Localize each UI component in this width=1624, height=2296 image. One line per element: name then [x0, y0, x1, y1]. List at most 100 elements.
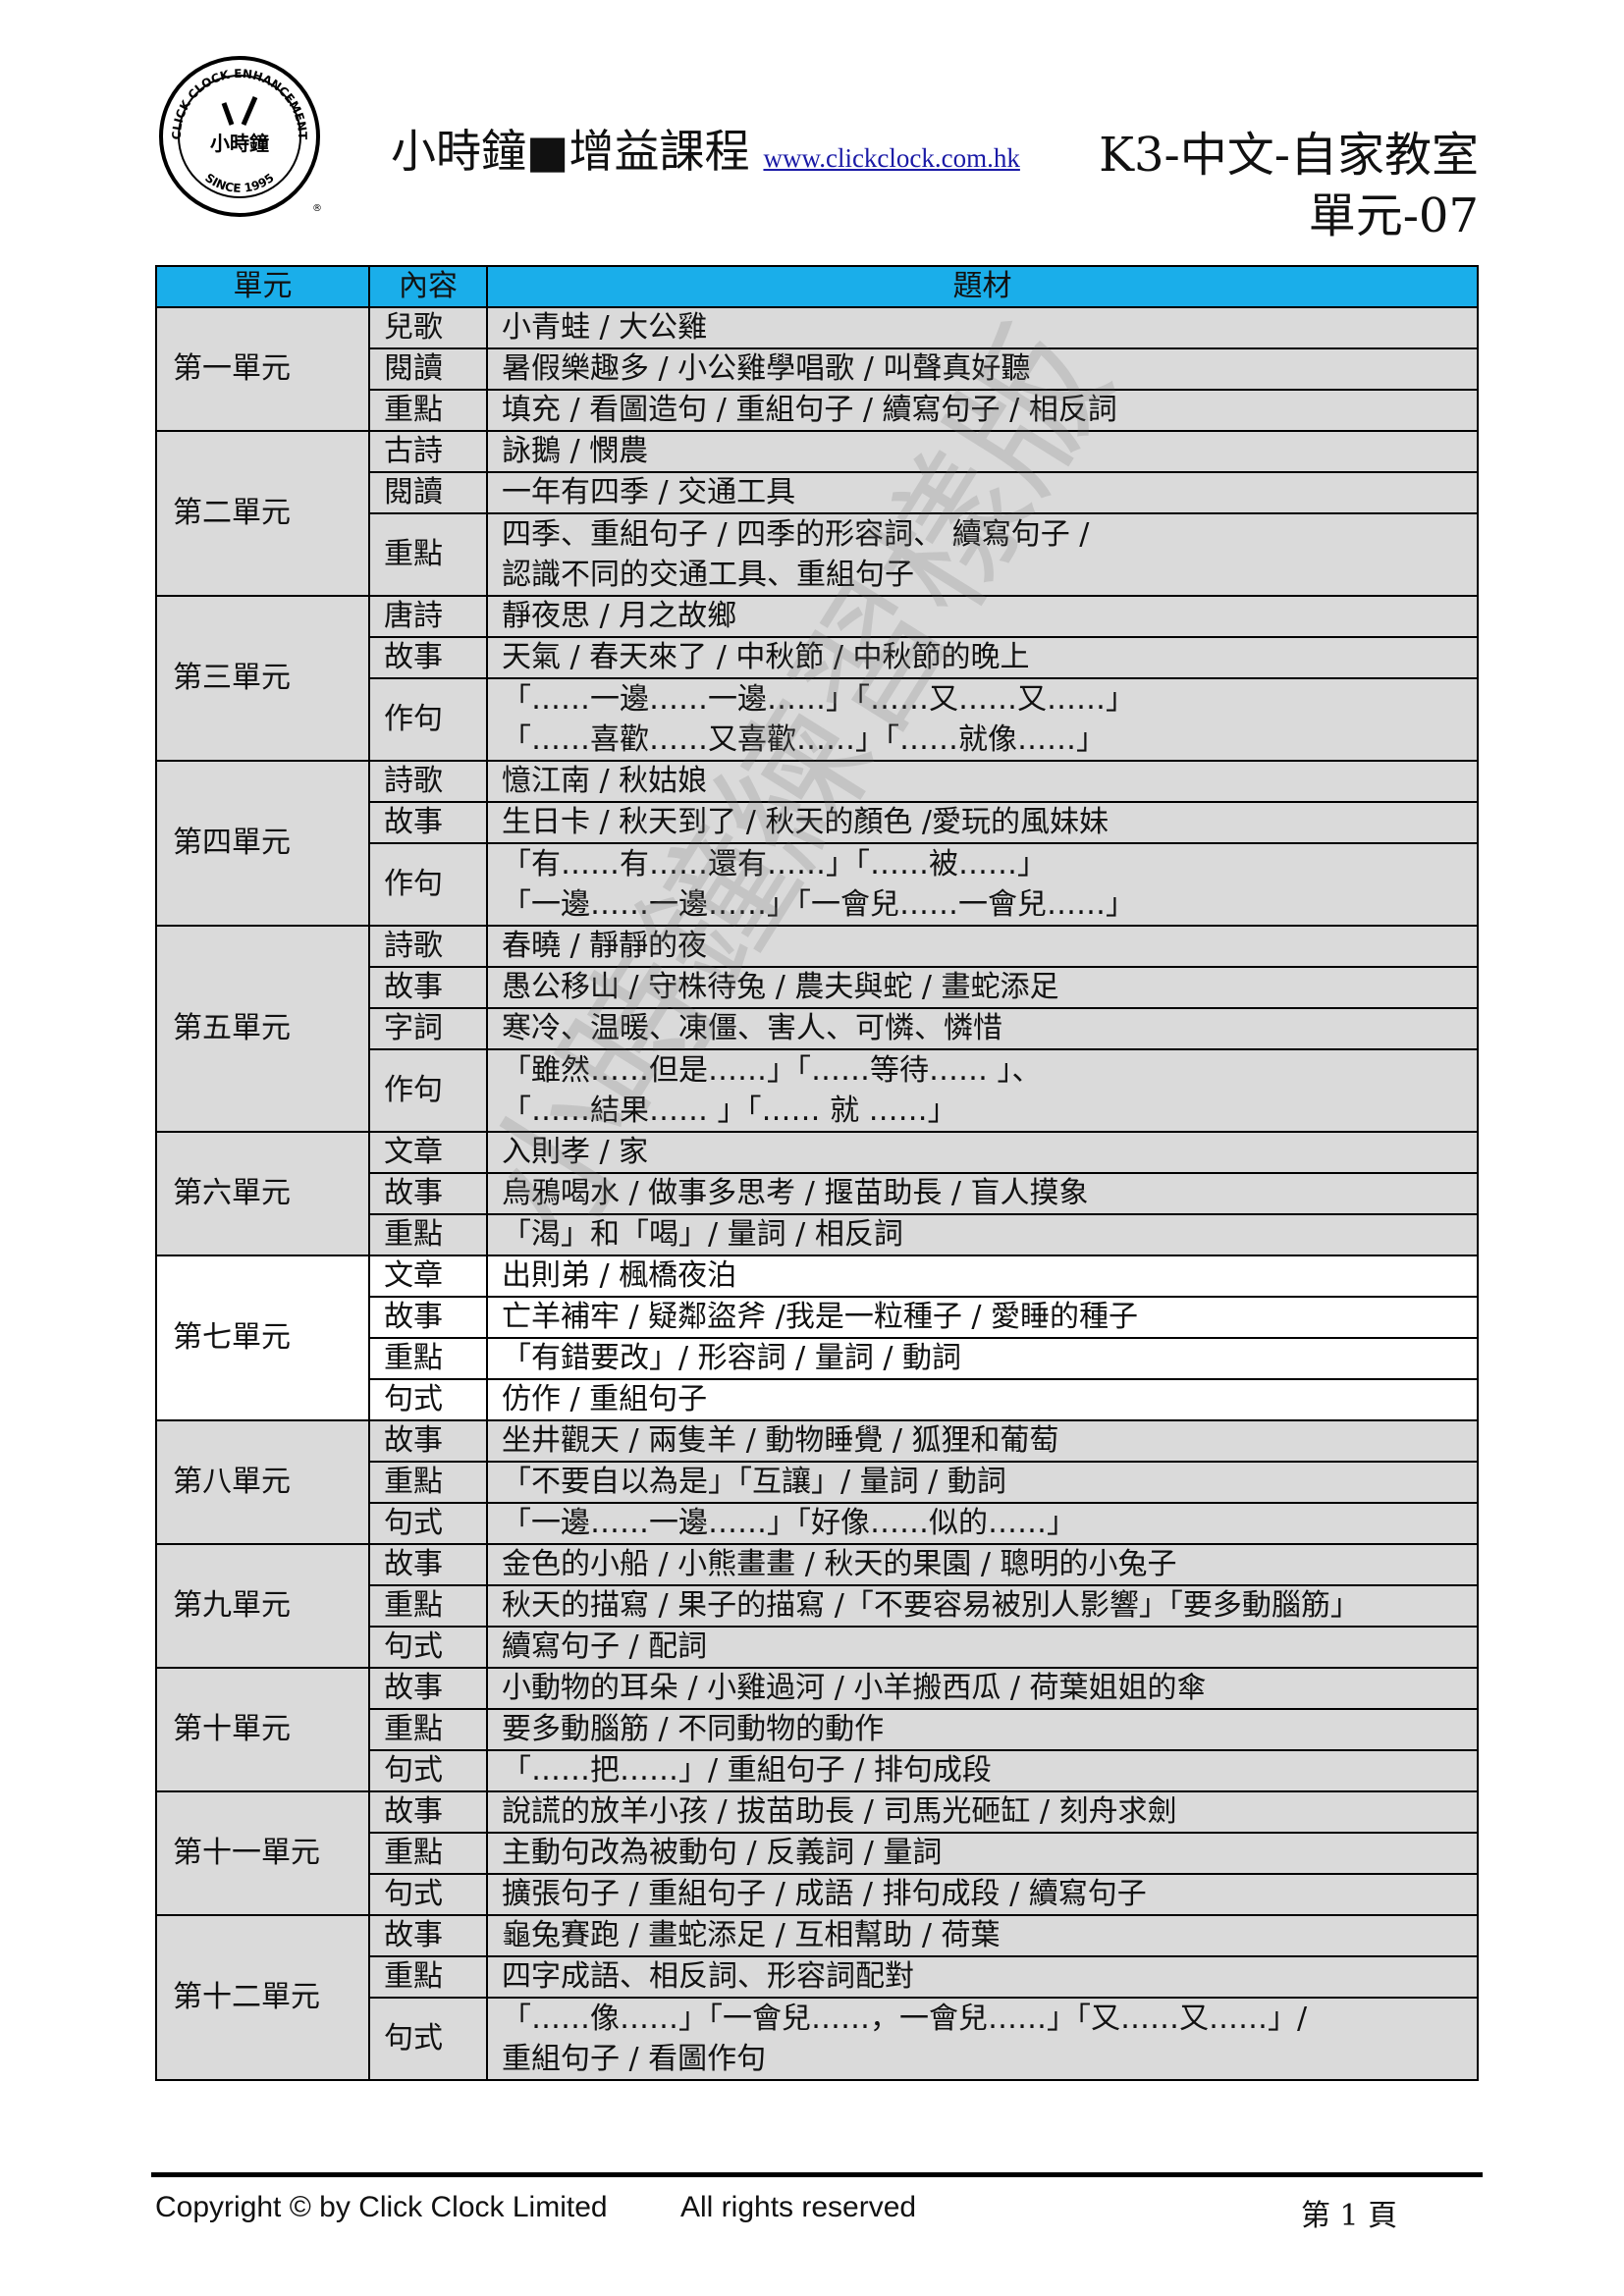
table-row: 第一單元 兒歌 小青蛙 / 大公雞 [155, 306, 1479, 432]
course-name: K3-中文-自家教室 [1099, 128, 1479, 183]
topic: 金色的小船 / 小熊畫畫 / 秋天的果園 / 聰明的小兔子 [486, 1543, 1479, 1586]
table-row: 故事 烏鴉喝水 / 做事多思考 / 揠苗助長 / 盲人摸象 [156, 1172, 1479, 1215]
content-type: 文章 [368, 1131, 488, 1174]
table-row: 第十單元 故事 小動物的耳朵 / 小雞過河 / 小羊搬西瓜 / 荷葉姐姐的傘 [155, 1667, 1479, 1792]
table-row: 第九單元 故事 金色的小船 / 小熊畫畫 / 秋天的果園 / 聰明的小兔子 [155, 1543, 1479, 1669]
content-type: 文章 [368, 1255, 488, 1298]
content-type: 句式 [368, 1378, 488, 1421]
topic: 愚公移山 / 守株待兔 / 農夫與蛇 / 畫蛇添足 [486, 966, 1479, 1009]
content-type: 故事 [368, 801, 488, 844]
table-row: 作句 「有……有……還有……」「……被……」 「一邊……一邊……」「一會兒……一會… [156, 842, 1479, 927]
topic: 仿作 / 重組句子 [486, 1378, 1479, 1421]
table-row: 句式 「……像……」「一會兒……，一會兒……」「又……又……」/ 重組句子 / 看… [156, 1997, 1479, 2081]
table-row: 句式 續寫句子 / 配詞 [156, 1626, 1479, 1669]
topic: 靜夜思 / 月之故鄉 [486, 595, 1479, 638]
topic: 秋天的描寫 / 果子的描寫 /「不要容易被別人影響」「要多動腦筋」 [486, 1584, 1479, 1628]
unit-name: 第四單元 [155, 760, 370, 927]
table-row: 句式 仿作 / 重組句子 [156, 1378, 1479, 1421]
unit-name: 第十單元 [155, 1667, 370, 1792]
website-link[interactable]: www.clickclock.com.hk [763, 143, 1020, 173]
table-row: 第十二單元 故事 龜兔賽跑 / 畫蛇添足 / 互相幫助 / 荷葉 [155, 1914, 1479, 2081]
content-type: 字詞 [368, 1007, 488, 1050]
table-row: 作句 「……一邊……一邊……」「……又……又……」 「……喜歡……又喜歡……」「…… [156, 677, 1479, 762]
table-row: 第四單元 詩歌 憶江南 / 秋姑娘 [155, 760, 1479, 927]
unit-name: 第七單元 [155, 1255, 370, 1421]
topic: 春曉 / 靜靜的夜 [486, 925, 1479, 968]
content-type: 句式 [368, 1626, 488, 1669]
topic: 坐井觀天 / 兩隻羊 / 動物睡覺 / 狐狸和葡萄 [486, 1419, 1479, 1463]
content-type: 詩歌 [368, 760, 488, 803]
topic: 「……一邊……一邊……」「……又……又……」 「……喜歡……又喜歡……」「……就… [486, 677, 1479, 762]
unit-name: 第一單元 [155, 306, 370, 432]
table-row: 重點 四季、重組句子 / 四季的形容詞、 續寫句子 / 認識不同的交通工具、重組句… [156, 512, 1479, 597]
content-type: 故事 [368, 636, 488, 679]
unit-name: 第六單元 [155, 1131, 370, 1256]
content-type: 唐詩 [368, 595, 488, 638]
content-type: 閱讀 [368, 471, 488, 514]
content-type: 句式 [368, 1997, 488, 2081]
table-row: 故事 天氣 / 春天來了 / 中秋節 / 中秋節的晚上 [156, 636, 1479, 679]
content-type: 作句 [368, 677, 488, 762]
table-row: 第五單元 詩歌 春曉 / 靜靜的夜 [155, 925, 1479, 1133]
content-type: 作句 [368, 1048, 488, 1133]
table-row: 重點 四字成語、相反詞、形容詞配對 [156, 1955, 1479, 1999]
table-row: 故事 生日卡 / 秋天到了 / 秋天的顏色 /愛玩的風妹妹 [156, 801, 1479, 844]
curriculum-table: 單元 內容 題材 第一單元 兒歌 小青蛙 / 大公雞 閱讀 暑假樂趣多 / 小公雞學唱歌… [155, 265, 1479, 2081]
content-type: 重點 [368, 389, 488, 432]
column-header-content: 內容 [368, 265, 488, 308]
topic: 「一邊……一邊……」「好像……似的……」 [486, 1502, 1479, 1545]
table-row: 第二單元 古詩 詠鵝 / 憫農 [155, 430, 1479, 597]
unit-name: 第十二單元 [155, 1914, 370, 2081]
table-row: 第八單元 故事 坐井觀天 / 兩隻羊 / 動物睡覺 / 狐狸和葡萄 [155, 1419, 1479, 1545]
topic: 說謊的放羊小孩 / 拔苗助長 / 司馬光砸缸 / 刻舟求劍 [486, 1790, 1479, 1834]
table-row: 第七單元 文章 出則弟 / 楓橋夜泊 [155, 1255, 1479, 1421]
topic: 「雖然……但是……」「……等待…… 」、 「……結果…… 」「…… 就 ……」 [486, 1048, 1479, 1133]
topic: 小動物的耳朵 / 小雞過河 / 小羊搬西瓜 / 荷葉姐姐的傘 [486, 1667, 1479, 1710]
column-header-unit: 單元 [155, 265, 370, 308]
table-row: 句式 「……把……」/ 重組句子 / 排句成段 [156, 1749, 1479, 1792]
svg-text:®: ® [312, 203, 322, 214]
topic: 四季、重組句子 / 四季的形容詞、 續寫句子 / 認識不同的交通工具、重組句子 [486, 512, 1479, 597]
content-type: 故事 [368, 1419, 488, 1463]
topic: 「不要自以為是」「互讓」/ 量詞 / 動詞 [486, 1461, 1479, 1504]
table-header-row: 單元 內容 題材 [155, 265, 1479, 308]
content-type: 重點 [368, 1213, 488, 1256]
topic: 憶江南 / 秋姑娘 [486, 760, 1479, 803]
content-type: 故事 [368, 1914, 488, 1957]
table-row: 重點 「有錯要改」/ 形容詞 / 量詞 / 動詞 [156, 1337, 1479, 1380]
content-type: 作句 [368, 842, 488, 927]
table-row: 故事 愚公移山 / 守株待兔 / 農夫與蛇 / 畫蛇添足 [156, 966, 1479, 1009]
topic: 續寫句子 / 配詞 [486, 1626, 1479, 1669]
topic: 要多動腦筋 / 不同動物的動作 [486, 1708, 1479, 1751]
topic: 小青蛙 / 大公雞 [486, 306, 1479, 349]
content-type: 重點 [368, 1584, 488, 1628]
content-type: 故事 [368, 966, 488, 1009]
logo: CLICK CLOCK ENHANCEMENT SINCE 1995 小時鐘 ® [157, 54, 330, 227]
topic: 龜兔賽跑 / 畫蛇添足 / 互相幫助 / 荷葉 [486, 1914, 1479, 1957]
logo-center-text: 小時鐘 [210, 132, 269, 155]
topic: 詠鵝 / 憫農 [486, 430, 1479, 473]
content-type: 重點 [368, 1337, 488, 1380]
content-type: 故事 [368, 1543, 488, 1586]
topic: 「有錯要改」/ 形容詞 / 量詞 / 動詞 [486, 1337, 1479, 1380]
page-title: 小時鐘■增益課程 www.clickclock.com.hk [391, 116, 1020, 181]
footer-divider [151, 2172, 1483, 2177]
table-row: 閱讀 暑假樂趣多 / 小公雞學唱歌 / 叫聲真好聽 [156, 347, 1479, 391]
content-type: 故事 [368, 1296, 488, 1339]
topic: 「……像……」「一會兒……，一會兒……」「又……又……」/ 重組句子 / 看圖作… [486, 1997, 1479, 2081]
content-type: 故事 [368, 1790, 488, 1834]
unit-name: 第三單元 [155, 595, 370, 762]
column-header-topic: 題材 [486, 265, 1479, 308]
table-row: 重點 填充 / 看圖造句 / 重組句子 / 續寫句子 / 相反詞 [156, 389, 1479, 432]
content-type: 句式 [368, 1502, 488, 1545]
topic: 填充 / 看圖造句 / 重組句子 / 續寫句子 / 相反詞 [486, 389, 1479, 432]
topic: 一年有四季 / 交通工具 [486, 471, 1479, 514]
table-row: 第三單元 唐詩 靜夜思 / 月之故鄉 [155, 595, 1479, 762]
topic: 暑假樂趣多 / 小公雞學唱歌 / 叫聲真好聽 [486, 347, 1479, 391]
content-type: 詩歌 [368, 925, 488, 968]
table-row: 故事 亡羊補牢 / 疑鄰盜斧 /我是一粒種子 / 愛睡的種子 [156, 1296, 1479, 1339]
topic: 亡羊補牢 / 疑鄰盜斧 /我是一粒種子 / 愛睡的種子 [486, 1296, 1479, 1339]
table-row: 重點 「不要自以為是」「互讓」/ 量詞 / 動詞 [156, 1461, 1479, 1504]
topic: 天氣 / 春天來了 / 中秋節 / 中秋節的晚上 [486, 636, 1479, 679]
content-type: 故事 [368, 1172, 488, 1215]
